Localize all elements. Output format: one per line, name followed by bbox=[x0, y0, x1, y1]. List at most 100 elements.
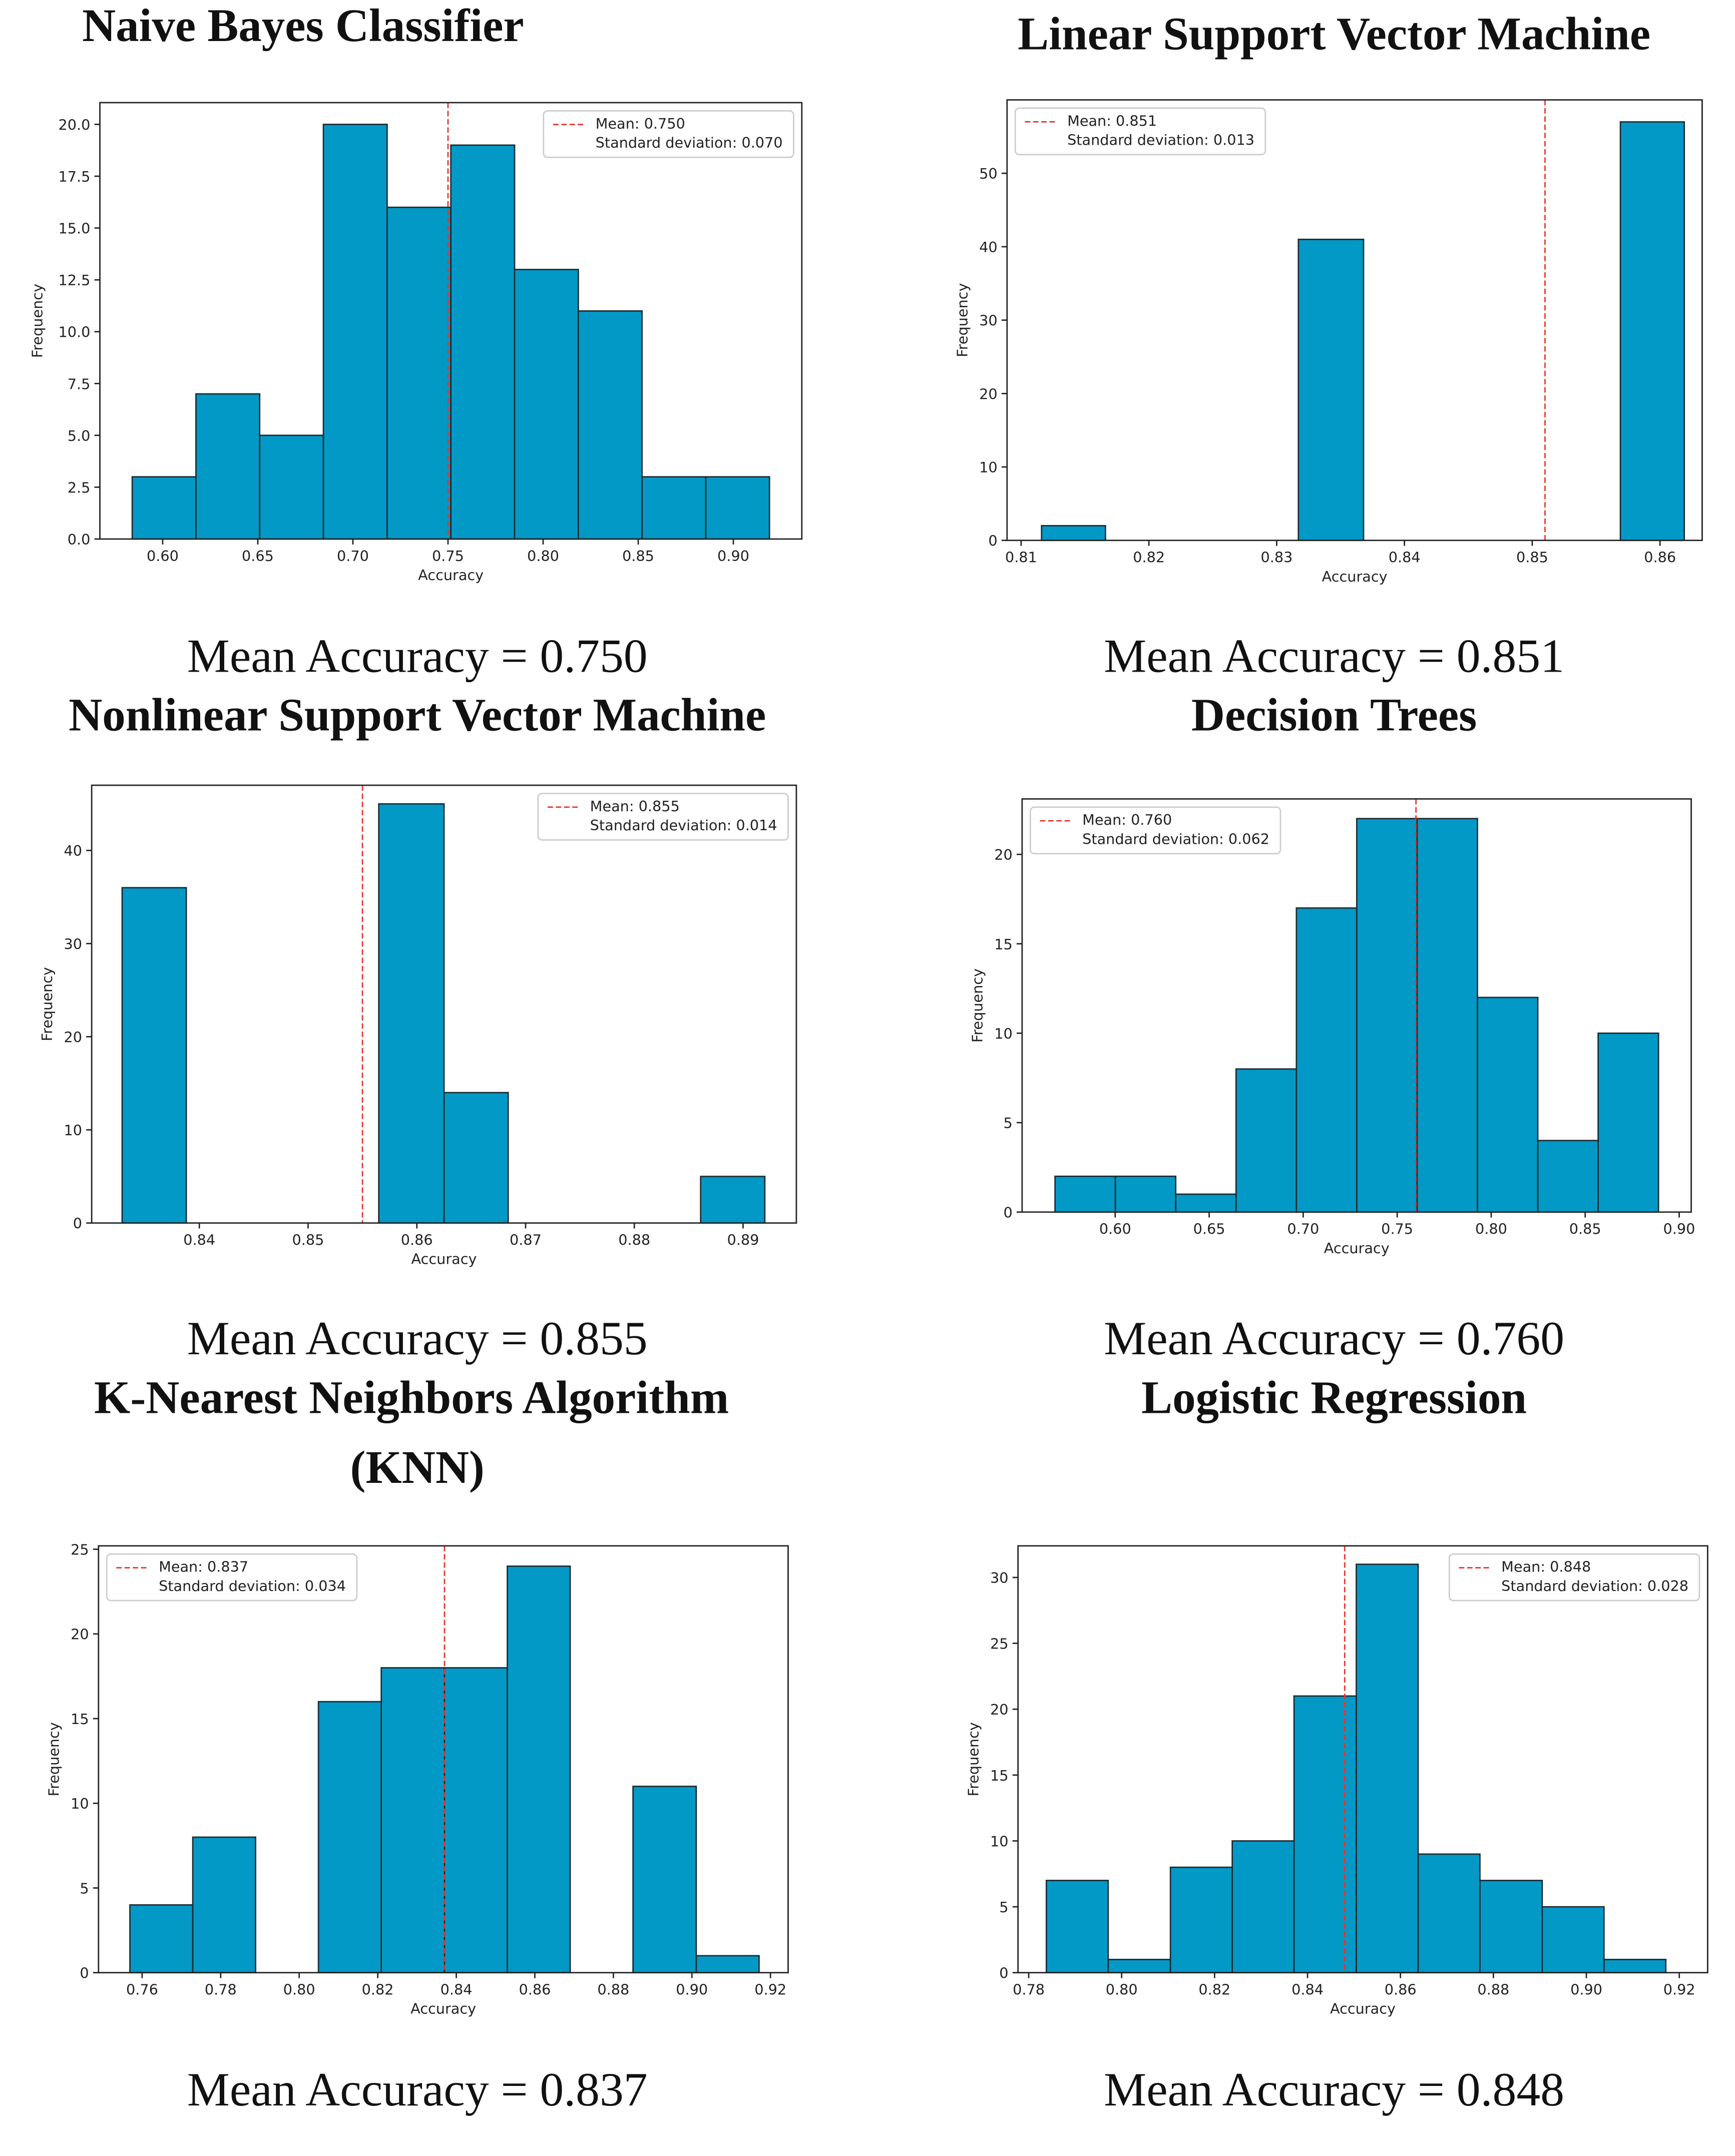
bar bbox=[507, 1565, 571, 1974]
chart-title: Nonlinear Support Vector Machine bbox=[69, 690, 766, 741]
bar bbox=[317, 1701, 382, 1974]
legend-label: Standard deviation: 0.034 bbox=[159, 1577, 346, 1594]
x-axis-label: Accuracy bbox=[1324, 1240, 1390, 1257]
y-tick-label: 25 bbox=[71, 1541, 89, 1558]
y-tick-label: 0 bbox=[1003, 1204, 1012, 1221]
y-tick-label: 30 bbox=[990, 1569, 1009, 1586]
bar bbox=[1541, 1906, 1605, 1974]
x-tick-label: 0.84 bbox=[1291, 1981, 1324, 1998]
x-tick-label: 0.85 bbox=[622, 548, 654, 565]
y-tick-label: 15 bbox=[994, 936, 1013, 953]
bar bbox=[1416, 818, 1478, 1213]
bar bbox=[1537, 1140, 1599, 1213]
legend-label: Mean: 0.848 bbox=[1501, 1558, 1591, 1575]
bar bbox=[632, 1786, 697, 1974]
bar bbox=[259, 434, 324, 540]
x-tick-label: 0.83 bbox=[1260, 549, 1292, 566]
y-tick-label: 0 bbox=[999, 1965, 1008, 1982]
legend: Mean: 0.837 Standard deviation: 0.034 bbox=[106, 1553, 358, 1601]
bar bbox=[1619, 121, 1685, 542]
y-tick-label: 20 bbox=[990, 1701, 1009, 1718]
x-tick-label: 0.80 bbox=[283, 1981, 315, 1998]
bar bbox=[192, 1836, 256, 1974]
x-tick-label: 0.85 bbox=[1516, 549, 1548, 566]
legend-box bbox=[537, 793, 789, 841]
y-axis-label: Frequency bbox=[46, 1722, 63, 1796]
chart-panel: Logistic Regression Mean Accuracy = 0.848… bbox=[965, 1372, 1708, 2116]
y-tick-label: 0 bbox=[73, 1215, 82, 1232]
bar bbox=[514, 269, 579, 540]
legend-label: Mean: 0.855 bbox=[590, 798, 680, 815]
x-tick-label: 0.88 bbox=[597, 1981, 629, 1998]
chart-panel: Decision Trees Mean Accuracy = 0.760 0.60 0… bbox=[969, 690, 1695, 1365]
bar bbox=[378, 803, 445, 1224]
bar bbox=[1231, 1840, 1295, 1974]
chart-panel: Linear Support Vector Machine Mean Accura… bbox=[954, 8, 1703, 682]
y-tick-label: 10 bbox=[64, 1122, 82, 1139]
y-tick-label: 30 bbox=[64, 935, 82, 952]
bar bbox=[1479, 1880, 1543, 1974]
y-axis-label: Frequency bbox=[29, 284, 46, 358]
caption: Mean Accuracy = 0.750 bbox=[187, 629, 648, 682]
y-tick-label: 10 bbox=[979, 459, 998, 476]
bar bbox=[1295, 907, 1358, 1213]
chart-panel: Nonlinear Support Vector Machine Mean Acc… bbox=[39, 690, 797, 1365]
y-tick-label: 40 bbox=[979, 239, 998, 256]
bar bbox=[705, 476, 770, 540]
x-tick-label: 0.75 bbox=[1381, 1221, 1413, 1238]
x-tick-label: 0.84 bbox=[441, 1981, 473, 1998]
bar bbox=[380, 1667, 446, 1974]
bar bbox=[129, 1904, 194, 1974]
legend-label: Mean: 0.837 bbox=[159, 1558, 248, 1575]
bar bbox=[641, 476, 707, 540]
x-tick-label: 0.70 bbox=[337, 548, 369, 565]
bar bbox=[1114, 1176, 1177, 1213]
y-tick-label: 25 bbox=[990, 1636, 1009, 1653]
legend: Mean: 0.750 Standard deviation: 0.070 bbox=[543, 110, 794, 158]
y-axis-label: Frequency bbox=[969, 968, 986, 1042]
x-tick-label: 0.75 bbox=[432, 548, 464, 565]
bar bbox=[1477, 996, 1539, 1213]
x-tick-label: 0.90 bbox=[1663, 1221, 1695, 1238]
y-tick-label: 10 bbox=[71, 1795, 89, 1812]
chart-title: K-Nearest Neighbors Algorithm (KNN) bbox=[94, 1372, 740, 1493]
legend: Mean: 0.760 Standard deviation: 0.062 bbox=[1029, 806, 1281, 855]
bar bbox=[444, 1667, 508, 1974]
bar bbox=[1293, 1695, 1357, 1974]
x-tick-label: 0.86 bbox=[1644, 549, 1676, 566]
chart-title: Naive Bayes Classifier bbox=[82, 0, 524, 52]
y-tick-label: 40 bbox=[64, 842, 82, 859]
x-tick-label: 0.65 bbox=[1193, 1221, 1225, 1238]
y-axis-label: Frequency bbox=[39, 967, 56, 1041]
legend-box bbox=[1448, 1553, 1700, 1601]
x-tick-label: 0.88 bbox=[1477, 1981, 1509, 1998]
bar bbox=[1107, 1958, 1171, 1974]
x-axis-label: Accuracy bbox=[410, 2000, 476, 2017]
legend: Mean: 0.848 Standard deviation: 0.028 bbox=[1448, 1553, 1700, 1601]
x-tick-label: 0.85 bbox=[292, 1231, 324, 1248]
chart-title: Linear Support Vector Machine bbox=[1018, 8, 1650, 60]
bar bbox=[1417, 1853, 1481, 1974]
y-axis-label: Frequency bbox=[965, 1722, 982, 1796]
x-tick-label: 0.82 bbox=[1133, 549, 1165, 566]
y-tick-label: 5 bbox=[1003, 1115, 1012, 1132]
y-tick-label: 30 bbox=[979, 312, 998, 329]
plot-frame bbox=[91, 784, 797, 1224]
x-axis-label: Accuracy bbox=[1330, 2000, 1396, 2017]
bar bbox=[322, 124, 388, 540]
bar bbox=[695, 1955, 760, 1974]
x-tick-label: 0.90 bbox=[717, 548, 749, 565]
x-axis-label: Accuracy bbox=[411, 1251, 477, 1268]
x-tick-label: 0.80 bbox=[1475, 1221, 1507, 1238]
x-tick-label: 0.80 bbox=[527, 548, 559, 565]
caption: Mean Accuracy = 0.837 bbox=[187, 2063, 648, 2116]
caption: Mean Accuracy = 0.848 bbox=[1104, 2063, 1564, 2116]
x-tick-label: 0.89 bbox=[727, 1231, 759, 1248]
legend-label: Mean: 0.760 bbox=[1082, 811, 1172, 828]
x-tick-label: 0.76 bbox=[126, 1981, 158, 1998]
x-tick-label: 0.90 bbox=[676, 1981, 708, 1998]
bar bbox=[386, 206, 452, 540]
x-tick-label: 0.65 bbox=[242, 548, 274, 565]
x-tick-label: 0.60 bbox=[147, 548, 179, 565]
